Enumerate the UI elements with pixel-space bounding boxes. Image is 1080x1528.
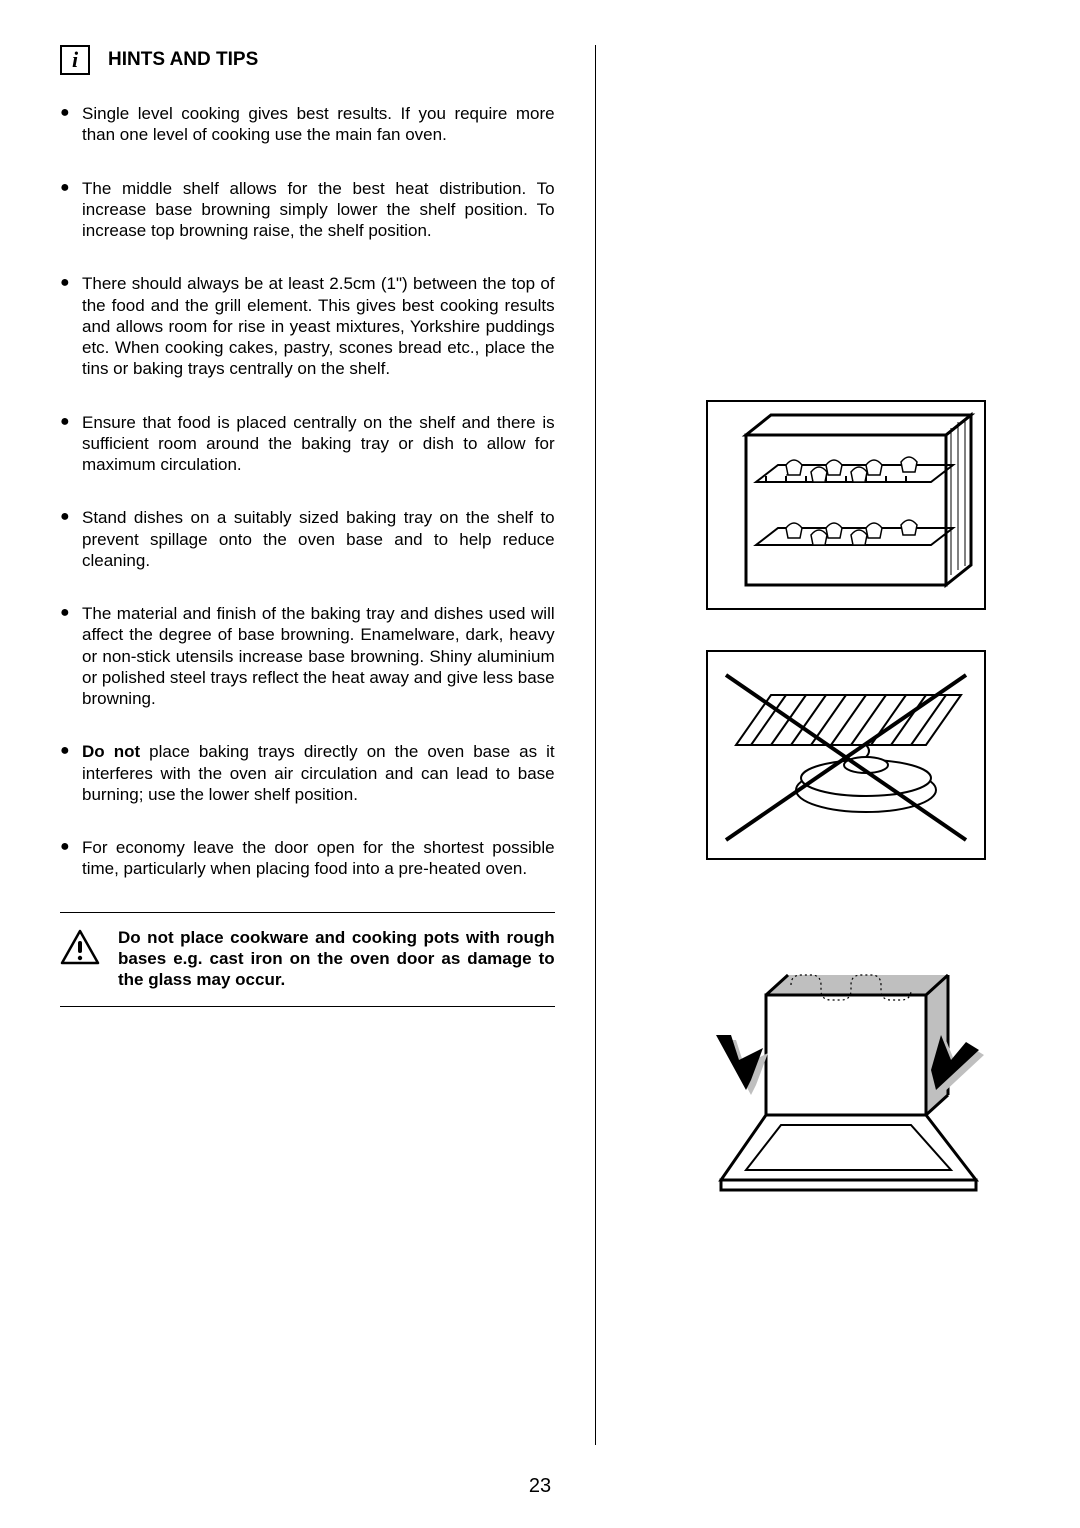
- warning-box: Do not place cookware and cooking pots w…: [60, 912, 555, 1008]
- figure-no-dish-on-base: [706, 650, 986, 860]
- list-item: There should always be at least 2.5cm (1…: [82, 273, 555, 379]
- list-item: Single level cooking gives best results.…: [82, 103, 555, 146]
- list-item: For economy leave the door open for the …: [82, 837, 555, 880]
- warning-triangle-icon: [60, 929, 100, 965]
- list-item: Ensure that food is placed centrally on …: [82, 412, 555, 476]
- list-item-rest: place baking trays directly on the oven …: [82, 742, 555, 804]
- heading-row: i HINTS AND TIPS: [60, 45, 555, 75]
- list-item: The middle shelf allows for the best hea…: [82, 178, 555, 242]
- figure-oven-shelves: [706, 400, 986, 610]
- heading-title: HINTS AND TIPS: [108, 49, 258, 71]
- bold-text: Do not: [82, 742, 140, 761]
- oven-shelves-icon: [716, 410, 976, 600]
- page-number: 23: [529, 1475, 551, 1498]
- figure-open-oven-door: [686, 935, 1006, 1215]
- open-oven-door-icon: [696, 945, 996, 1205]
- warning-text: Do not place cookware and cooking pots w…: [118, 927, 555, 991]
- info-icon: i: [60, 45, 90, 75]
- list-item: Stand dishes on a suitably sized baking …: [82, 507, 555, 571]
- list-item: Do not place baking trays directly on th…: [82, 741, 555, 805]
- bullet-list: Single level cooking gives best results.…: [60, 103, 555, 880]
- list-item: The material and finish of the baking tr…: [82, 603, 555, 709]
- no-dish-on-base-icon: [716, 660, 976, 850]
